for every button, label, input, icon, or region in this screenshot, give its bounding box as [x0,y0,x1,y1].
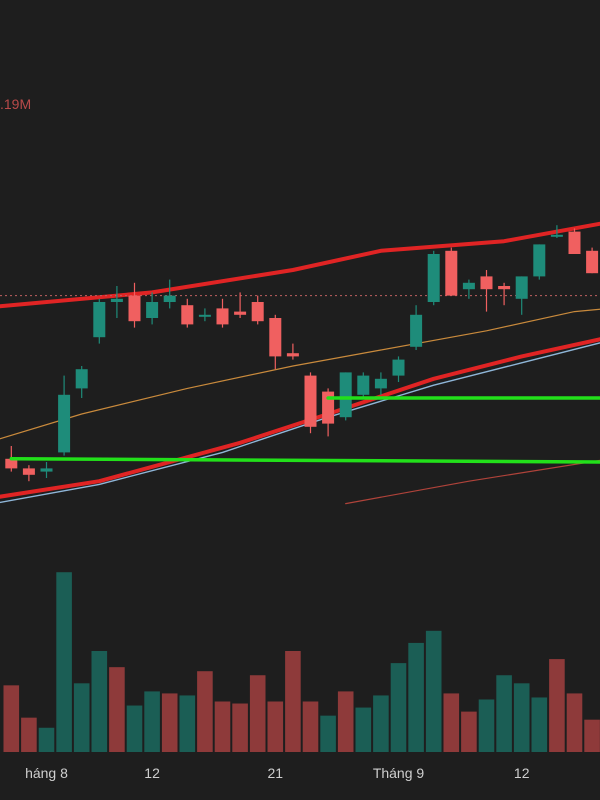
volume-bar [443,693,460,752]
candle-body [234,311,247,315]
volume-bar [566,693,583,752]
candle-body [427,254,440,302]
volume-bar [408,642,424,752]
volume-bar [126,705,143,752]
candle-body [163,295,176,302]
volume-bar [56,572,72,752]
candle-body [75,369,88,389]
upper-band-line [0,221,600,309]
volume-bar [179,695,196,752]
volume-bar [144,691,160,752]
candle-body [374,378,387,389]
volume-bar [109,667,125,752]
volume-bar [496,675,512,752]
volume-bar [478,699,495,752]
x-tick-label: Tháng 9 [373,765,425,781]
volume-bar [267,701,284,752]
candle-body [550,234,563,237]
candle-body [568,231,581,254]
candle-body [410,314,423,347]
x-tick-label: 12 [144,765,160,781]
candle-body [498,286,511,290]
candle-body [22,468,35,475]
candle-body [110,298,123,302]
candle-body [216,308,229,325]
candle-body [462,282,475,290]
volume-bar [549,659,565,752]
volume-bar [21,717,37,752]
volume-bar [513,683,530,752]
candle-body [269,318,282,357]
candle-body [586,250,599,274]
volume-bar [249,675,266,752]
x-tick-label: 12 [514,765,530,781]
volume-bar [214,701,231,752]
candle-body [146,302,159,318]
candle-body [286,353,299,357]
volume-value-label: .19M [0,96,32,112]
ma-red-thin-line [345,459,600,505]
candle-body [251,302,264,322]
volume-bar [584,719,600,752]
volume-bar [373,695,389,752]
volume-bar [355,707,372,752]
volume-bar [232,703,248,752]
x-tick-label: 21 [268,765,284,781]
candle-body [40,468,53,472]
volume-bar [337,691,354,752]
candle-body [392,359,405,376]
volume-bar [73,683,90,752]
volume-bar [531,697,548,752]
volume-bar [91,651,108,752]
volume-bar [390,663,407,752]
candle-body [128,295,141,322]
volume-bar [320,715,336,752]
candle-body [515,276,528,299]
candle-body [339,372,352,418]
candle-body [480,276,493,290]
candle-body [304,375,317,427]
volume-bar [3,685,20,752]
candle-body [445,250,458,296]
candle-body [198,314,211,317]
candle-body [533,244,546,277]
candle-body [357,375,370,395]
candle-body [58,394,71,453]
volume-bar [425,630,442,752]
support-line-lower [9,457,600,464]
volume-bar [197,671,213,752]
volume-bar [161,693,178,752]
candle-body [93,302,106,338]
x-tick-label: háng 8 [25,765,68,781]
volume-bar [38,727,55,752]
volume-bar [285,651,301,752]
volume-bar [302,701,319,752]
candle-body [181,305,194,325]
ma-orange-line [0,308,600,440]
candle-body [5,458,18,469]
volume-bar [461,711,477,752]
